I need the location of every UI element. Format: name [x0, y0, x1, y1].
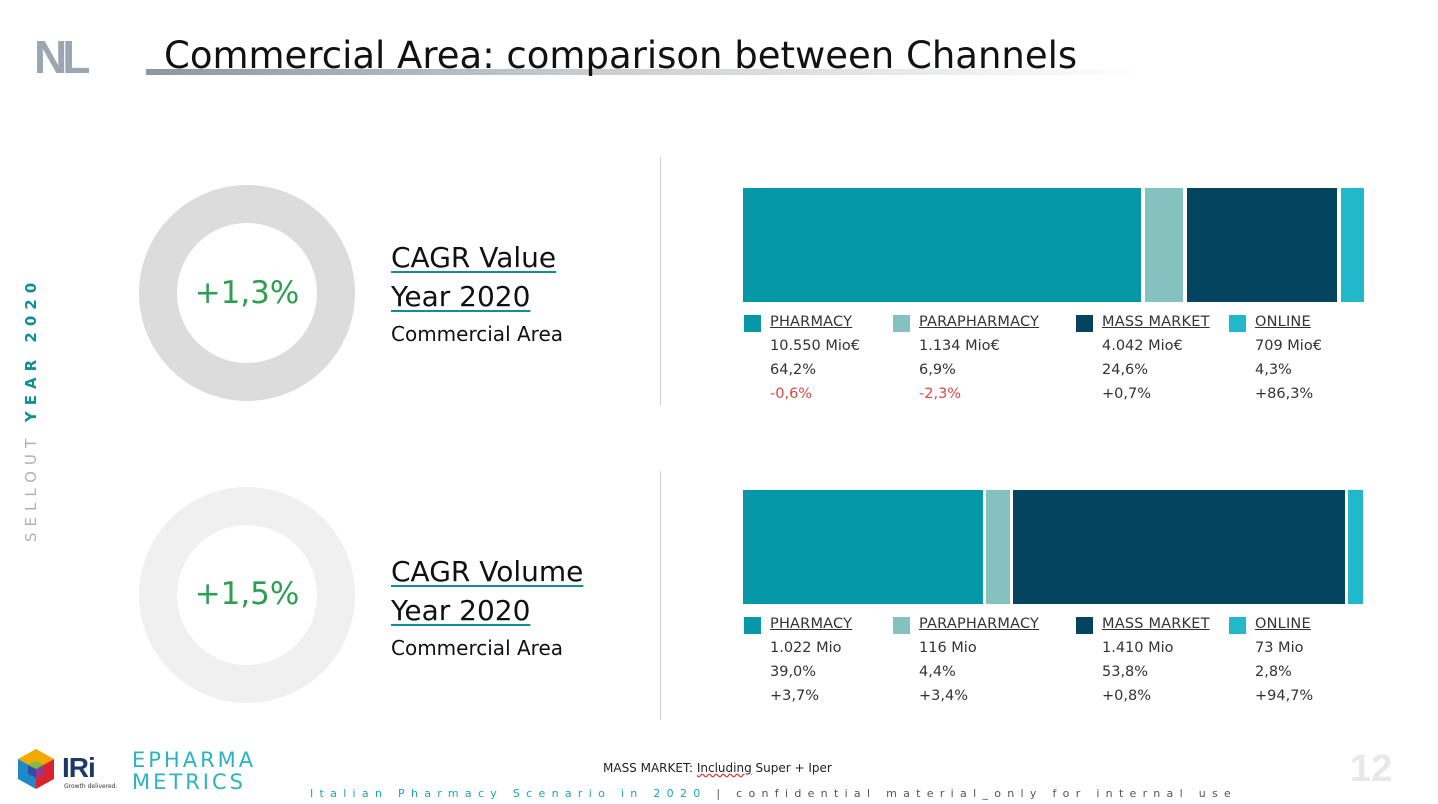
volume-divider	[660, 471, 661, 720]
volume-share-mass-market: 53,8%	[1102, 664, 1149, 680]
volume-legend-name-pharmacy: PHARMACY	[770, 616, 853, 632]
volume-amount-mass-market: 1.410 Mio	[1102, 640, 1174, 656]
volume-donut	[139, 487, 355, 703]
value-legend-name-online: ONLINE	[1255, 314, 1311, 330]
nl-logo: NL	[34, 31, 90, 83]
volume-legend-swatch-mass-market	[1076, 617, 1093, 634]
value-legend-name-pharmacy: PHARMACY	[770, 314, 853, 330]
volume-legend-swatch-online	[1229, 617, 1246, 634]
value-divider	[660, 157, 661, 406]
volume-bar-pharmacy	[743, 490, 983, 604]
volume-bar-online	[1348, 490, 1363, 604]
value-bar-parapharmacy	[1145, 188, 1183, 302]
footer-strip: Italian Pharmacy Scenario in 2020 | conf…	[310, 787, 1237, 800]
volume-cagr-percent: +1,5%	[194, 576, 300, 612]
epharma-logo-line1: EPHARMA	[132, 748, 257, 772]
volume-change-online: +94,7%	[1255, 688, 1314, 704]
volume-amount-online: 73 Mio	[1255, 640, 1304, 656]
epharma-logo-line2: METRICS	[132, 770, 246, 794]
value-legend-swatch-mass-market	[1076, 315, 1093, 332]
value-bar-mass-market	[1187, 188, 1337, 302]
value-share-parapharmacy: 6,9%	[919, 362, 956, 378]
value-legend-swatch-pharmacy	[744, 315, 761, 332]
volume-cagr-title-line2: Year 2020	[391, 594, 531, 627]
value-share-online: 4,3%	[1255, 362, 1292, 378]
value-legend-swatch-parapharmacy	[893, 315, 910, 332]
iri-cube-icon	[18, 749, 54, 789]
volume-cagr-title-line1: CAGR Volume	[391, 555, 584, 588]
iri-tagline: Growth delivered.	[64, 783, 118, 790]
footnote: MASS MARKET: Including Super + Iper	[603, 761, 832, 775]
volume-share-parapharmacy: 4,4%	[919, 664, 956, 680]
footer-strip-separator: |	[706, 787, 737, 800]
volume-change-parapharmacy: +3,4%	[919, 688, 968, 704]
value-cagr-percent: +1,3%	[194, 275, 300, 311]
value-bar-online	[1341, 188, 1364, 302]
value-legend-swatch-online	[1229, 315, 1246, 332]
footnote-suffix: Super + Iper	[751, 761, 832, 775]
page-number: 12	[1350, 748, 1393, 790]
value-amount-pharmacy: 10.550 Mio€	[770, 338, 860, 354]
footnote-underlined: Including	[696, 761, 752, 775]
value-share-mass-market: 24,6%	[1102, 362, 1149, 378]
volume-amount-pharmacy: 1.022 Mio	[770, 640, 842, 656]
value-cagr-subtitle: Commercial Area	[391, 322, 564, 346]
page-title: Commercial Area: comparison between Chan…	[164, 34, 1078, 77]
value-change-online: +86,3%	[1255, 386, 1314, 402]
volume-bar-parapharmacy	[986, 490, 1010, 604]
side-label-prefix: SELLOUT	[22, 422, 40, 542]
value-change-parapharmacy: -2,3%	[919, 386, 962, 402]
value-legend-name-mass-market: MASS MARKET	[1102, 314, 1210, 330]
footnote-prefix: MASS MARKET:	[603, 761, 697, 775]
iri-logo-text: IRi	[62, 752, 96, 783]
volume-legend-name-mass-market: MASS MARKET	[1102, 616, 1210, 632]
volume-change-pharmacy: +3,7%	[770, 688, 819, 704]
side-label-year: YEAR 2020	[22, 276, 40, 423]
volume-change-mass-market: +0,8%	[1102, 688, 1151, 704]
value-cagr-title-line2: Year 2020	[391, 280, 531, 313]
value-legend-name-parapharmacy: PARAPHARMACY	[919, 314, 1040, 330]
footer-strip-left: Italian Pharmacy Scenario in 2020	[310, 787, 707, 800]
value-change-pharmacy: -0,6%	[770, 386, 813, 402]
value-bar-pharmacy	[743, 188, 1141, 302]
volume-share-online: 2,8%	[1255, 664, 1292, 680]
volume-bar-mass-market	[1013, 490, 1345, 604]
value-amount-mass-market: 4.042 Mio€	[1102, 338, 1183, 354]
value-amount-parapharmacy: 1.134 Mio€	[919, 338, 1000, 354]
volume-cagr-subtitle: Commercial Area	[391, 636, 564, 660]
volume-legend-name-parapharmacy: PARAPHARMACY	[919, 616, 1040, 632]
value-change-mass-market: +0,7%	[1102, 386, 1151, 402]
volume-legend-swatch-pharmacy	[744, 617, 761, 634]
title-underline	[146, 69, 1146, 75]
volume-legend-name-online: ONLINE	[1255, 616, 1311, 632]
volume-amount-parapharmacy: 116 Mio	[919, 640, 977, 656]
footer-strip-right: confidential material_only for internal …	[736, 787, 1238, 800]
side-label: SELLOUT YEAR 2020	[22, 242, 40, 542]
volume-legend-swatch-parapharmacy	[893, 617, 910, 634]
value-amount-online: 709 Mio€	[1255, 338, 1322, 354]
value-share-pharmacy: 64,2%	[770, 362, 817, 378]
value-cagr-title-line1: CAGR Value	[391, 241, 557, 274]
volume-share-pharmacy: 39,0%	[770, 664, 817, 680]
